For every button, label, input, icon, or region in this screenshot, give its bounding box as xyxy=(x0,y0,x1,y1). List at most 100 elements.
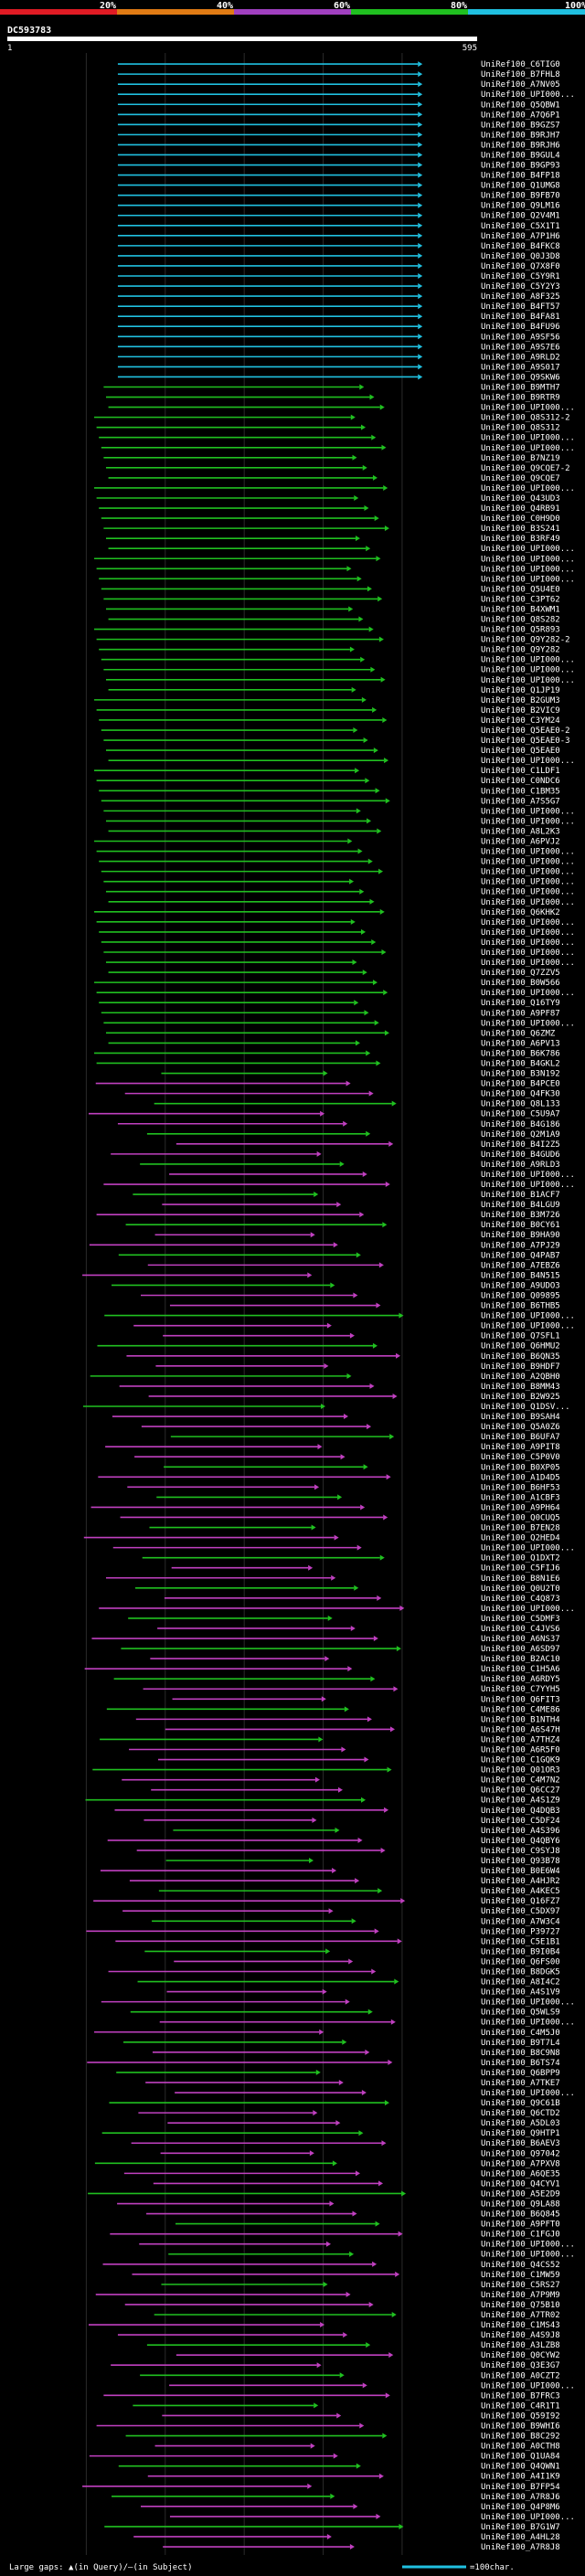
hit-row[interactable]: UniRef100_A4S9J8 xyxy=(117,2331,560,2340)
hit-row[interactable]: UniRef100_Q9C61B xyxy=(109,2099,560,2108)
hit-row[interactable]: UniRef100_B9I0B4 xyxy=(144,1947,560,1956)
hit-row[interactable]: UniRef100_B6AEV3 xyxy=(131,2139,560,2148)
hit-row[interactable]: UniRef100_A4S396 xyxy=(173,1827,560,1836)
hit-row[interactable]: UniRef100_Q1DSV... xyxy=(82,1403,570,1412)
hit-row[interactable]: UniRef100_A4KEC5 xyxy=(158,1887,560,1896)
hit-row[interactable]: UniRef100_A8F325 xyxy=(117,292,560,302)
hit-row[interactable]: UniRef100_Q93B78 xyxy=(165,1857,560,1866)
hit-row[interactable]: UniRef100_B8N1E6 xyxy=(105,1574,560,1584)
hit-row[interactable]: UniRef100_C1LDF1 xyxy=(94,767,560,776)
hit-row[interactable]: UniRef100_B1ACF7 xyxy=(133,1191,560,1200)
hit-row[interactable]: UniRef100_A9PFT0 xyxy=(176,2221,560,2230)
hit-row[interactable]: UniRef100_B2VIC9 xyxy=(96,706,560,716)
hit-row[interactable]: UniRef100_B8MM43 xyxy=(119,1383,560,1392)
hit-row[interactable]: UniRef100_A9PF87 xyxy=(101,1009,560,1018)
hit-row[interactable]: UniRef100_B2GUM3 xyxy=(94,696,560,705)
hit-row[interactable]: UniRef100_C4M7N2 xyxy=(122,1776,560,1786)
hit-row[interactable]: UniRef100_B4PCE0 xyxy=(95,1080,560,1089)
hit-row[interactable]: UniRef100_Q75B10 xyxy=(124,2301,560,2310)
hit-row[interactable]: UniRef100_B0CY61 xyxy=(125,1221,560,1230)
hit-row[interactable]: UniRef100_Q7SFL1 xyxy=(163,1332,560,1341)
hit-row[interactable]: UniRef100_A7EBZ6 xyxy=(147,1261,560,1270)
hit-row[interactable]: UniRef100_B4I2Z5 xyxy=(176,1140,560,1150)
hit-row[interactable]: UniRef100_A4HJR2 xyxy=(129,1877,560,1886)
hit-row[interactable]: UniRef100_Q9Y282-2 xyxy=(96,636,570,645)
hit-row[interactable]: UniRef100_B0E6W4 xyxy=(100,1867,560,1876)
hit-row[interactable]: UniRef100_UPI000... xyxy=(101,656,575,665)
hit-row[interactable]: UniRef100_UPI000... xyxy=(105,888,575,897)
hit-row[interactable]: UniRef100_Q2HED4 xyxy=(83,1534,560,1543)
hit-row[interactable]: UniRef100_UPI000... xyxy=(101,868,575,877)
hit-row[interactable]: UniRef100_Q4CS52 xyxy=(102,2261,560,2270)
hit-row[interactable]: UniRef100_UPI000... xyxy=(105,817,575,826)
hit-row[interactable]: UniRef100_A7PXV8 xyxy=(94,2159,560,2168)
hit-row[interactable]: UniRef100_Q5U4E0 xyxy=(101,585,560,594)
hit-row[interactable]: UniRef100_B6HF53 xyxy=(127,1483,560,1492)
hit-row[interactable]: UniRef100_Q8S312-2 xyxy=(94,414,570,423)
hit-row[interactable]: UniRef100_A9S7E6 xyxy=(117,343,560,352)
hit-row[interactable]: UniRef100_UPI000... xyxy=(99,1605,575,1614)
hit-row[interactable]: UniRef100_B6UFA7 xyxy=(170,1433,560,1442)
hit-row[interactable]: UniRef100_A4HL28 xyxy=(133,2533,560,2542)
hit-row[interactable]: UniRef100_A9S017 xyxy=(117,363,560,372)
hit-row[interactable]: UniRef100_B9RJH6 xyxy=(117,141,560,150)
hit-row[interactable]: UniRef100_A3LZB8 xyxy=(146,2341,560,2350)
hit-row[interactable]: UniRef100_UPI000... xyxy=(169,1171,575,1180)
hit-row[interactable]: UniRef100_Q16FZ7 xyxy=(93,1897,560,1906)
hit-row[interactable]: UniRef100_UPI000... xyxy=(117,90,575,100)
hit-row[interactable]: UniRef100_C1BM35 xyxy=(99,787,560,796)
hit-row[interactable]: UniRef100_Q1JP19 xyxy=(108,686,560,695)
hit-row[interactable]: UniRef100_A0CZT2 xyxy=(140,2371,560,2380)
hit-row[interactable]: UniRef100_UPI000... xyxy=(101,938,575,948)
hit-row[interactable]: UniRef100_UPI000... xyxy=(96,848,575,857)
hit-row[interactable]: UniRef100_UPI000... xyxy=(168,2251,575,2260)
hit-row[interactable]: UniRef100_B7FRC3 xyxy=(103,2391,560,2401)
hit-row[interactable]: UniRef100_C1H5A6 xyxy=(84,1665,560,1674)
hit-row[interactable]: UniRef100_C5Y9R1 xyxy=(117,272,560,281)
hit-row[interactable]: UniRef100_Q6CTD2 xyxy=(138,2109,560,2118)
hit-row[interactable]: UniRef100_C6TIG0 xyxy=(117,60,560,69)
hit-row[interactable]: UniRef100_A4S1V9 xyxy=(166,1988,560,1998)
hit-row[interactable]: UniRef100_B8C292 xyxy=(125,2433,560,2442)
hit-row[interactable]: UniRef100_UPI000... xyxy=(103,1181,575,1190)
hit-row[interactable]: UniRef100_UPI000... xyxy=(105,676,575,685)
hit-row[interactable]: UniRef100_UPI000... xyxy=(139,2241,575,2250)
hit-row[interactable]: UniRef100_Q4CYV1 xyxy=(153,2179,560,2189)
hit-row[interactable]: UniRef100_A7Q6P1 xyxy=(117,111,560,120)
hit-row[interactable]: UniRef100_A9RLD3 xyxy=(140,1161,560,1170)
hit-row[interactable]: UniRef100_Q9SKW6 xyxy=(117,373,560,382)
hit-row[interactable]: UniRef100_B4GKL2 xyxy=(96,1059,560,1068)
hit-row[interactable]: UniRef100_C0H9D0 xyxy=(101,514,560,524)
hit-row[interactable]: UniRef100_A0CTH8 xyxy=(154,2443,560,2452)
hit-row[interactable]: UniRef100_Q9LA88 xyxy=(117,2200,560,2210)
hit-row[interactable]: UniRef100_B9WHI6 xyxy=(96,2422,560,2431)
hit-row[interactable]: UniRef100_Q8S312 xyxy=(96,424,560,433)
hit-row[interactable]: UniRef100_UPI000... xyxy=(96,989,575,998)
hit-row[interactable]: UniRef100_C5DF24 xyxy=(144,1817,560,1826)
hit-row[interactable]: UniRef100_A9UDO3 xyxy=(112,1281,560,1290)
hit-row[interactable]: UniRef100_Q4QBY6 xyxy=(107,1837,560,1846)
hit-row[interactable]: UniRef100_Q4RB91 xyxy=(99,504,560,514)
hit-row[interactable]: UniRef100_Q5QBW1 xyxy=(117,101,560,110)
hit-row[interactable]: UniRef100_C4M5J0 xyxy=(94,2029,560,2038)
hit-row[interactable]: UniRef100_Q3E3G7 xyxy=(111,2361,560,2370)
hit-row[interactable]: UniRef100_A5DL03 xyxy=(167,2119,560,2128)
hit-row[interactable]: UniRef100_C5DMF3 xyxy=(128,1615,560,1624)
hit-row[interactable]: UniRef100_B6THB5 xyxy=(169,1302,560,1311)
hit-row[interactable]: UniRef100_B9RJH7 xyxy=(117,131,560,140)
hit-row[interactable]: UniRef100_Q01OR3 xyxy=(92,1766,560,1776)
hit-row[interactable]: UniRef100_B9MTH7 xyxy=(103,383,560,392)
hit-row[interactable]: UniRef100_A6RDY5 xyxy=(113,1675,560,1684)
hit-row[interactable]: UniRef100_B9GZS7 xyxy=(117,121,560,130)
hit-row[interactable]: UniRef100_B6TS74 xyxy=(87,2059,560,2068)
hit-row[interactable]: UniRef100_A1D4D5 xyxy=(98,1473,560,1482)
hit-row[interactable]: UniRef100_B4GUD6 xyxy=(111,1150,560,1160)
hit-row[interactable]: UniRef100_B4FKC8 xyxy=(117,242,560,251)
hit-row[interactable]: UniRef100_Q4PAB7 xyxy=(118,1251,560,1260)
hit-row[interactable]: UniRef100_B7EN28 xyxy=(149,1524,560,1533)
hit-row[interactable]: UniRef100_C3PT62 xyxy=(103,595,560,604)
hit-row[interactable]: UniRef100_A7P1H6 xyxy=(117,232,560,241)
hit-row[interactable]: UniRef100_A1CBF3 xyxy=(156,1493,560,1502)
hit-row[interactable]: UniRef100_B3RF49 xyxy=(105,535,560,544)
hit-row[interactable]: UniRef100_UPI000... xyxy=(175,2089,575,2098)
